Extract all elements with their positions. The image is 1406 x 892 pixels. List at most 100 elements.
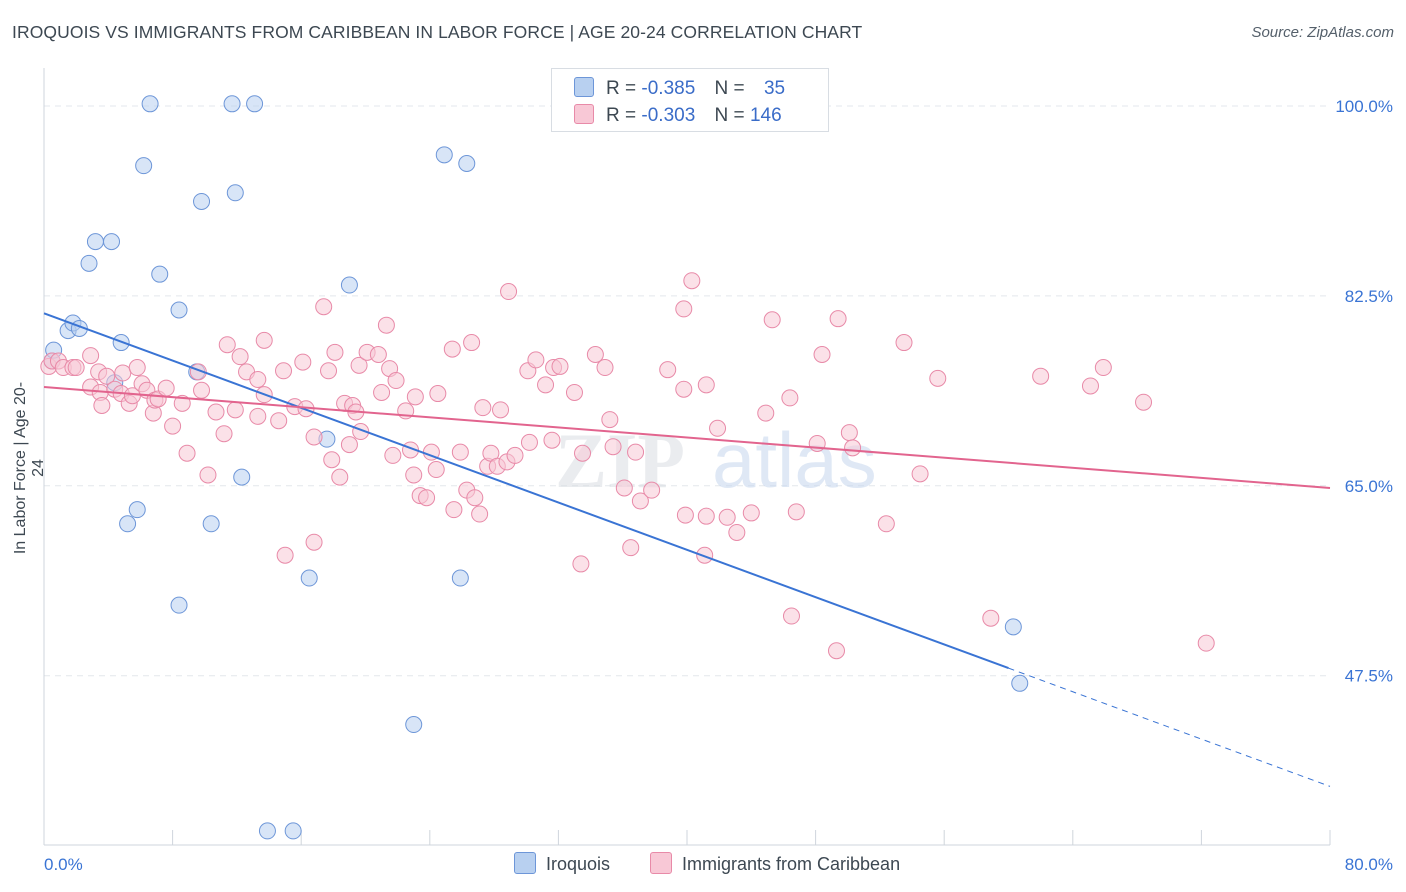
data-point <box>300 569 318 587</box>
data-point <box>451 443 469 461</box>
data-point <box>80 254 98 272</box>
data-point <box>697 376 715 394</box>
legend-label-caribbean: Immigrants from Caribbean <box>682 854 901 874</box>
data-point <box>492 401 510 419</box>
data-point <box>458 154 476 172</box>
data-point <box>215 425 233 443</box>
axes <box>43 68 1331 846</box>
data-point <box>193 381 211 399</box>
data-point <box>223 95 241 113</box>
legend-swatch-caribbean <box>574 104 594 124</box>
legend-r-label: R = <box>606 105 637 126</box>
data-point <box>233 468 251 486</box>
legend-item-caribbean[interactable]: Immigrants from Caribbean <box>650 852 900 875</box>
x-tick-label: 80.0% <box>1345 855 1393 874</box>
legend-r-value-iroquois: -0.385 <box>641 78 696 99</box>
data-point <box>320 362 338 380</box>
data-point <box>586 345 604 363</box>
data-point <box>178 444 196 462</box>
data-point <box>326 343 344 361</box>
data-point <box>697 507 715 525</box>
legend-r-label: R = <box>606 78 637 99</box>
data-point <box>350 356 368 374</box>
data-point <box>1094 359 1112 377</box>
data-point <box>231 348 249 366</box>
data-point <box>141 95 159 113</box>
caribbean-points <box>40 272 1215 660</box>
data-point <box>604 438 622 456</box>
data-point <box>675 380 693 398</box>
data-point <box>627 443 645 461</box>
data-point <box>67 359 85 377</box>
data-point <box>305 428 323 446</box>
y-axis-label: In Labor Force | Age 20-24 <box>12 381 47 555</box>
x-tick-label: 0.0% <box>44 855 83 874</box>
data-point <box>275 362 293 380</box>
data-point <box>451 569 469 587</box>
data-point <box>418 489 436 507</box>
data-point <box>622 539 640 557</box>
data-point <box>82 347 100 365</box>
data-point <box>170 596 188 614</box>
legend-n-label: N = <box>714 78 745 99</box>
data-point <box>128 359 146 377</box>
data-point <box>877 515 895 533</box>
legend-item-iroquois[interactable]: Iroquois <box>514 852 610 875</box>
data-point <box>249 370 267 388</box>
y-tick-label: 65.0% <box>1345 477 1393 496</box>
data-point <box>829 310 847 328</box>
data-point <box>827 642 845 660</box>
data-point <box>596 359 614 377</box>
legend-n-label: N = <box>714 105 745 126</box>
data-point <box>537 376 555 394</box>
data-point <box>429 385 447 403</box>
trend-line-extension <box>1008 667 1331 787</box>
data-point <box>103 233 121 251</box>
y-tick-labels: 47.5% 65.0% 82.5% 100.0% <box>1335 97 1393 686</box>
data-point <box>676 506 694 524</box>
data-point <box>728 523 746 541</box>
data-point <box>895 334 913 352</box>
data-point <box>193 192 211 210</box>
data-point <box>270 412 288 430</box>
data-point <box>114 364 132 382</box>
data-point <box>551 357 569 375</box>
data-point <box>369 345 387 363</box>
source-label: Source: ZipAtlas.com <box>1251 24 1394 41</box>
data-point <box>601 411 619 429</box>
data-point <box>675 300 693 318</box>
data-point <box>506 446 524 464</box>
data-point <box>207 403 225 421</box>
data-point <box>520 433 538 451</box>
data-point <box>258 822 276 840</box>
data-point <box>373 383 391 401</box>
data-point <box>466 489 484 507</box>
data-point <box>294 353 312 371</box>
data-point <box>151 265 169 283</box>
data-point <box>405 716 423 734</box>
legend-swatch-iroquois <box>574 77 594 97</box>
legend-label-iroquois: Iroquois <box>546 854 611 874</box>
data-point <box>572 555 590 573</box>
chart-title: IROQUOIS VS IMMIGRANTS FROM CARIBBEAN IN… <box>12 22 863 42</box>
data-point <box>840 424 858 442</box>
data-point <box>284 822 302 840</box>
data-point <box>331 468 349 486</box>
data-point <box>982 609 1000 627</box>
data-point <box>763 311 781 329</box>
data-point <box>305 533 323 551</box>
data-point <box>340 436 358 454</box>
data-point <box>377 316 395 334</box>
data-point <box>255 331 273 349</box>
data-point <box>315 298 333 316</box>
data-point <box>1081 377 1099 395</box>
legend-r-value-caribbean: -0.303 <box>641 105 696 126</box>
data-point <box>757 404 775 422</box>
data-point <box>199 466 217 484</box>
data-point <box>781 389 799 407</box>
y-tick-label: 100.0% <box>1335 97 1393 116</box>
data-point <box>844 439 862 457</box>
data-point <box>384 446 402 464</box>
y-tick-label: 82.5% <box>1345 287 1393 306</box>
data-point <box>435 146 453 164</box>
